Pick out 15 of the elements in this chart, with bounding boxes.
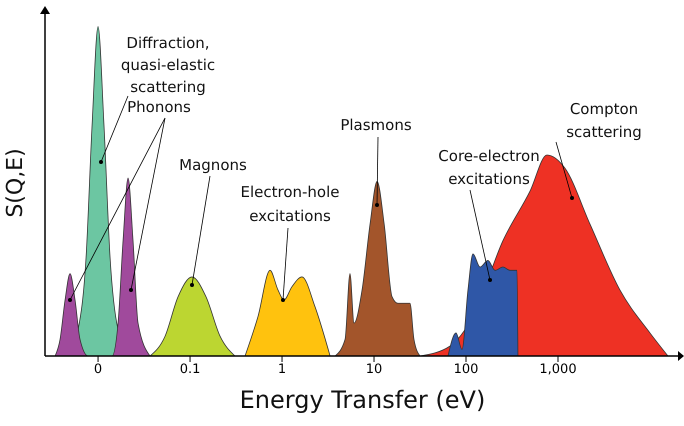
text: Phonons <box>127 98 192 116</box>
text: Plasmons <box>340 116 412 134</box>
legend-label: Electron-hole excitations <box>240 183 340 226</box>
x-tick-label: 10 <box>366 362 382 378</box>
text: Core-electron excitations <box>438 147 540 188</box>
series-label: Compton scattering <box>566 100 642 142</box>
x-tick-label: 1,000 <box>539 362 577 378</box>
x-tick-label: 100 <box>454 362 478 378</box>
x-tick-label: 0 <box>94 362 102 378</box>
text: Magnons <box>179 156 248 174</box>
series-label: Diffraction, quasi-elastic scattering <box>120 34 216 96</box>
x-tick-label: 0.1 <box>180 362 200 378</box>
x-axis-title: Energy Transfer (eV) <box>240 386 486 414</box>
x-tick-label: 1 <box>278 362 286 378</box>
y-axis-title: S(Q,E) <box>3 148 28 218</box>
